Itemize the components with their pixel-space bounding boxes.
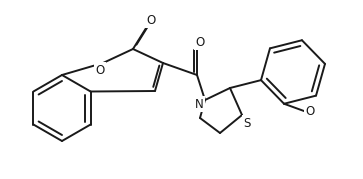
Text: S: S	[243, 117, 251, 129]
Text: N: N	[195, 98, 203, 110]
Text: O: O	[305, 105, 315, 118]
Text: O: O	[195, 35, 205, 49]
Text: O: O	[95, 64, 105, 76]
Text: O: O	[146, 13, 156, 26]
